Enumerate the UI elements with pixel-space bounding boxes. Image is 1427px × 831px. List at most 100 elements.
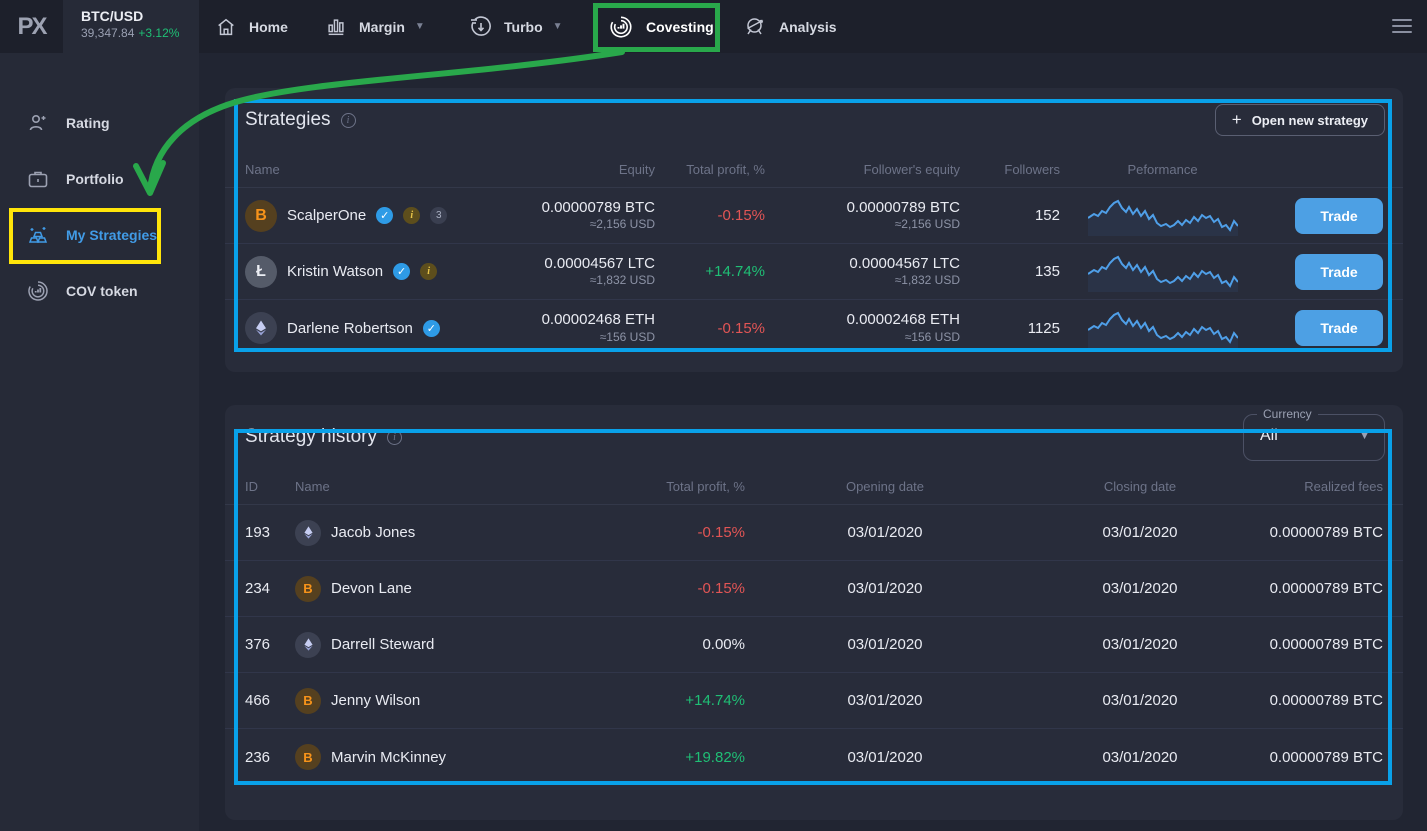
performance-cell — [1060, 252, 1265, 292]
sidebar-item-label: Portfolio — [66, 171, 124, 187]
top-bar: PX BTC/USD 39,347.84 +3.12% Home Margin ▼ — [0, 0, 1427, 53]
strategy-name-cell: Ł Kristin Watson ✓ i — [245, 255, 495, 288]
history-profit-cell: -0.15% — [697, 524, 745, 541]
eth-coin-icon — [295, 519, 321, 546]
trade-button[interactable]: Trade — [1295, 310, 1383, 346]
nav-margin-label: Margin — [359, 18, 405, 35]
col-followers-equity: Follower's equity — [863, 162, 960, 177]
info-badge-icon[interactable]: i — [403, 207, 421, 224]
strategy-name-cell: Darlene Robertson ✓ — [245, 312, 495, 344]
history-name: Darrell Steward — [331, 636, 435, 653]
closing-date-cell: 03/01/2020 — [1102, 748, 1178, 766]
opening-date-cell: 03/01/2020 — [847, 636, 923, 653]
trade-cell: Trade — [1265, 253, 1383, 290]
ticker-change: +3.12% — [138, 26, 180, 40]
col-total-profit: Total profit, % — [666, 479, 745, 494]
opening-date-cell: 03/01/2020 — [847, 580, 923, 597]
nav-turbo[interactable]: Turbo ▼ — [468, 0, 563, 53]
gold-bars-icon — [26, 223, 50, 247]
sidebar-item-label: COV token — [66, 283, 138, 299]
ticker-pair: BTC/USD — [81, 8, 144, 24]
nav-home[interactable]: Home — [215, 0, 288, 53]
currency-select-value: All — [1260, 427, 1278, 444]
bar-chart-icon — [325, 16, 347, 38]
history-name: Devon Lane — [331, 580, 412, 597]
strategy-row: B ScalperOne ✓ i 3 0.00000789 BTC ≈2,156 … — [225, 188, 1403, 244]
history-id-cell: 234 — [245, 580, 271, 597]
history-name: Marvin McKinney — [331, 748, 447, 766]
strategies-table-body: B ScalperOne ✓ i 3 0.00000789 BTC ≈2,156 … — [225, 188, 1403, 356]
history-name-cell: B Marvin McKinney — [295, 744, 595, 770]
sidebar-item-rating[interactable]: Rating — [0, 95, 199, 151]
history-row: 193 Jacob Jones -0.15% 03/01/2020 03/01/… — [225, 505, 1403, 561]
currency-select-label: Currency — [1257, 407, 1318, 421]
history-row: 466 B Jenny Wilson +14.74% 03/01/2020 03… — [225, 673, 1403, 729]
history-name: Jenny Wilson — [331, 692, 421, 709]
follower-equity-cell: 0.00002468 ETH ≈156 USD — [846, 311, 960, 344]
followers-cell: 135 — [1034, 263, 1060, 280]
trade-button[interactable]: Trade — [1295, 253, 1383, 290]
currency-select[interactable]: Currency All ▼ — [1243, 407, 1385, 461]
nav-covesting-label: Covesting — [646, 18, 714, 35]
sidebar-item-portfolio[interactable]: Portfolio — [0, 151, 199, 207]
briefcase-icon — [26, 167, 50, 191]
nav-analysis[interactable]: Analysis — [743, 0, 837, 53]
nav-margin[interactable]: Margin ▼ — [325, 0, 425, 53]
trade-cell: Trade — [1265, 197, 1383, 234]
ticker-widget[interactable]: BTC/USD 39,347.84 +3.12% — [63, 0, 199, 53]
info-badge-icon[interactable]: i — [420, 263, 438, 280]
followers-cell: 152 — [1034, 207, 1060, 224]
covesting-icon — [608, 14, 634, 40]
history-id-cell: 376 — [245, 636, 271, 653]
col-id: ID — [245, 479, 258, 494]
performance-sparkline — [1087, 199, 1238, 236]
sidebar-item-cov-token[interactable]: COV token — [0, 263, 199, 319]
open-new-strategy-button[interactable]: + Open new strategy — [1214, 104, 1385, 136]
history-table-header: ID Name Total profit, % Opening date Clo… — [225, 469, 1403, 505]
follower-equity-cell: 0.00004567 LTC ≈1,832 USD — [849, 254, 960, 288]
trade-button[interactable]: Trade — [1295, 197, 1383, 234]
ticker-price: 39,347.84 — [81, 26, 135, 40]
realized-fees-cell: 0.00000789 BTC — [1269, 692, 1383, 709]
btc-coin-icon: B — [295, 744, 321, 770]
nav-covesting[interactable]: Covesting — [608, 0, 714, 53]
nav-home-label: Home — [249, 18, 288, 35]
verified-badge-icon: ✓ — [422, 319, 440, 337]
col-total-profit: Total profit, % — [686, 162, 765, 177]
ltc-coin-icon: Ł — [245, 255, 277, 288]
realized-fees-cell: 0.00000789 BTC — [1269, 636, 1383, 653]
closing-date-cell: 03/01/2020 — [1102, 580, 1178, 597]
chevron-down-icon: ▼ — [414, 21, 425, 32]
history-row: 236 B Marvin McKinney +19.82% 03/01/2020… — [225, 729, 1403, 785]
strategies-panel: Strategies i + Open new strategy Name Eq… — [225, 88, 1403, 372]
strategy-name: Kristin Watson — [287, 263, 384, 280]
nav-analysis-label: Analysis — [779, 18, 837, 35]
btc-coin-icon: B — [245, 199, 277, 232]
col-closing-date: Closing date — [1103, 479, 1177, 494]
history-id-cell: 193 — [245, 524, 271, 541]
info-icon[interactable]: i — [387, 429, 402, 445]
main-content: Strategies i + Open new strategy Name Eq… — [199, 53, 1427, 831]
col-performance: Peformance — [1127, 162, 1198, 177]
plus-icon: + — [1231, 110, 1242, 129]
history-name-cell: B Jenny Wilson — [295, 687, 595, 714]
primexbt-logo[interactable]: PX — [0, 0, 63, 53]
home-icon — [215, 16, 237, 38]
chevron-down-icon: ▼ — [552, 21, 563, 32]
strategy-history-title: Strategy history — [245, 426, 377, 447]
opening-date-cell: 03/01/2020 — [847, 748, 923, 766]
history-id-cell: 466 — [245, 692, 271, 709]
total-profit-cell: +14.74% — [705, 263, 765, 280]
history-table-body: 193 Jacob Jones -0.15% 03/01/2020 03/01/… — [225, 505, 1403, 785]
rating-icon — [26, 111, 50, 135]
btc-coin-icon: B — [295, 575, 321, 602]
closing-date-cell: 03/01/2020 — [1102, 636, 1178, 653]
count-badge: 3 — [430, 207, 448, 224]
sidebar-item-my-strategies[interactable]: My Strategies — [0, 207, 199, 263]
info-icon[interactable]: i — [340, 112, 356, 128]
menu-icon[interactable] — [1392, 19, 1412, 37]
sidebar-item-label: Rating — [66, 115, 110, 131]
performance-sparkline — [1087, 255, 1238, 292]
closing-date-cell: 03/01/2020 — [1102, 692, 1178, 709]
eth-coin-icon — [295, 631, 321, 658]
